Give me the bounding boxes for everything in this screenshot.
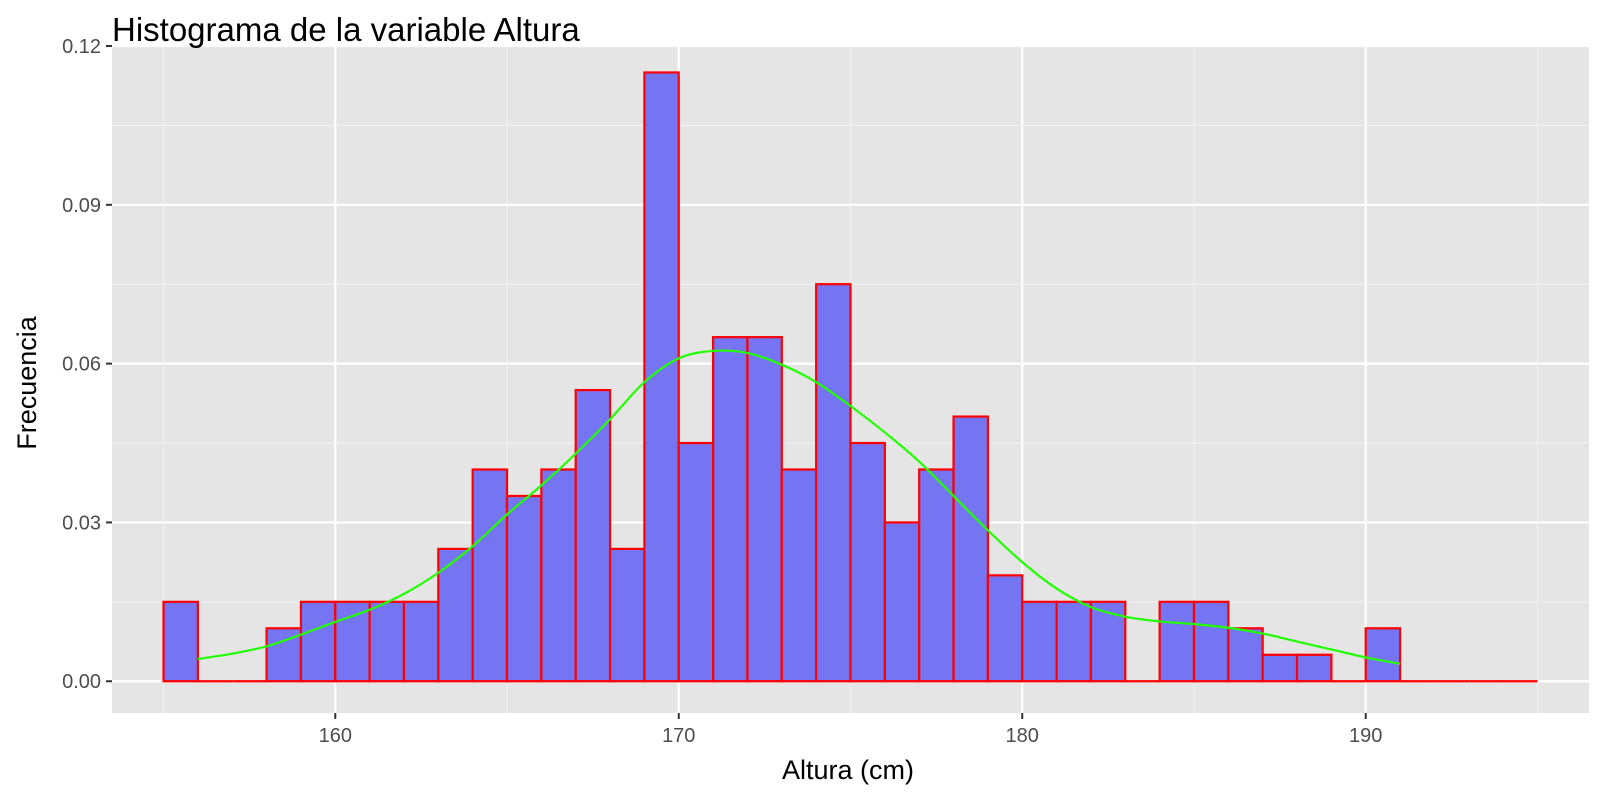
histogram-bar bbox=[1021, 600, 1058, 683]
histogram-bar bbox=[368, 600, 406, 683]
histogram-bar bbox=[299, 600, 337, 683]
histogram-bar bbox=[677, 441, 715, 683]
histogram-bar bbox=[849, 441, 886, 683]
histogram-bar bbox=[1364, 627, 1402, 683]
density-curve-layer bbox=[197, 349, 1401, 665]
y-axis-title: Frecuencia bbox=[12, 315, 42, 450]
y-tick-label: 0.03 bbox=[62, 512, 101, 534]
histogram-bar bbox=[986, 574, 1024, 683]
histogram-bar bbox=[1295, 653, 1333, 683]
x-tick-label: 190 bbox=[1349, 725, 1382, 747]
histogram-bar bbox=[1055, 600, 1093, 683]
histogram-bar bbox=[883, 521, 921, 683]
y-tick-label: 0.09 bbox=[62, 195, 101, 217]
histogram-bar bbox=[574, 388, 612, 683]
x-tick-label: 180 bbox=[1006, 725, 1039, 747]
histogram-bar bbox=[918, 468, 955, 683]
y-tick-label: 0.12 bbox=[62, 36, 101, 58]
histogram-bar bbox=[471, 468, 509, 683]
x-axis-title: Altura (cm) bbox=[782, 755, 914, 785]
histogram-bar bbox=[746, 336, 783, 683]
histogram-bar bbox=[505, 494, 543, 683]
x-tick-label: 170 bbox=[662, 725, 695, 747]
histogram-bar bbox=[402, 600, 440, 683]
histogram-bar bbox=[952, 415, 989, 683]
histogram-bar bbox=[334, 600, 371, 683]
axes: 160 170 180 190 0.00 0.03 0.06 0.09 0.12 bbox=[62, 36, 1382, 747]
histogram-bar bbox=[162, 600, 199, 683]
histogram-bar bbox=[540, 468, 577, 683]
histogram-bar bbox=[1261, 653, 1299, 683]
histogram-bar bbox=[712, 336, 749, 683]
histogram-bars bbox=[162, 71, 1402, 683]
histogram-bar bbox=[780, 468, 818, 683]
density-curve bbox=[197, 349, 1401, 665]
histogram-bar bbox=[1158, 600, 1196, 683]
histogram-bar bbox=[815, 283, 852, 683]
y-tick-label: 0.00 bbox=[62, 671, 101, 693]
x-tick-label: 160 bbox=[319, 725, 352, 747]
y-tick-label: 0.06 bbox=[62, 354, 101, 376]
histogram-bar bbox=[1227, 627, 1264, 683]
chart-title: Histograma de la variable Altura bbox=[112, 11, 580, 48]
histogram-bar bbox=[608, 547, 646, 683]
histogram-bar bbox=[1192, 600, 1230, 683]
